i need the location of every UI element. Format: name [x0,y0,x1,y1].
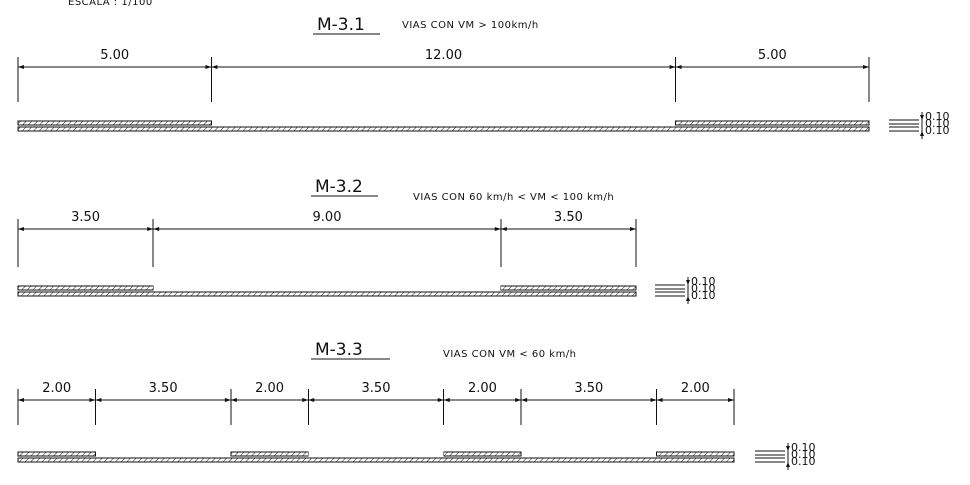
dimension-chain: 2.00 3.50 2.00 3.50 2.00 3.50 2.00 [17,381,735,425]
arrowhead [89,398,96,402]
dimension-value: 5.00 [758,48,787,63]
thickness-label: 0.10 [691,275,716,288]
thickness-label: 0.10 [925,117,950,130]
lane-marking-bar [17,451,96,457]
thickness-label: 0.10 [691,282,716,295]
dimension-value: 2.00 [468,381,497,396]
dimension-value: 3.50 [149,381,178,396]
arrowhead [147,227,154,231]
lane-marking-bar [500,285,637,291]
continuous-marking-bar [17,126,870,132]
thickness-label: 0.10 [791,441,816,454]
section-description: VIAS CON VM > 100km/h [402,20,539,31]
dimension-value: 3.50 [574,381,603,396]
scale-label: ESCALA : 1/100 [68,0,153,8]
lane-marking-bar [443,451,522,457]
lane-marking-bar [17,120,212,126]
arrowhead [443,398,450,402]
arrowhead [18,65,24,69]
dimension-value: 3.50 [71,210,100,225]
arrowhead [675,65,682,69]
dimension-value: 3.50 [362,381,391,396]
lane-marking-bar [17,285,154,291]
section-description: VIAS CON 60 km/h < VM < 100 km/h [413,192,614,203]
thickness-label: 0.10 [791,455,816,468]
lane-marking-bar [230,451,309,457]
arrowhead [920,131,924,136]
section-title: M-3.3 [315,340,363,360]
lane-marking-bar [675,120,870,126]
arrowhead [18,227,24,231]
arrowhead [500,227,507,231]
thickness-label: 0.10 [691,289,716,302]
section-m32: M-3.2 VIAS CON 60 km/h < VM < 100 km/h 3… [17,177,716,304]
arrowhead [308,398,315,402]
arrowhead [686,296,690,301]
section-m31: M-3.1 VIAS CON VM > 100km/h 5.00 12.00 5.0… [17,15,950,139]
arrowhead [920,115,924,120]
arrowhead [95,398,102,402]
arrowhead [650,398,657,402]
dimension-value: 5.00 [100,48,129,63]
marking-bars [17,285,637,297]
arrowhead [437,398,444,402]
arrowhead [630,227,636,231]
arrowhead [686,280,690,285]
arrowhead [863,65,869,69]
section-title: M-3.1 [317,15,365,35]
dimension-value: 9.00 [313,210,342,225]
section-m33: M-3.3 VIAS CON VM < 60 km/h 2.00 3.50 2.00… [17,340,816,470]
arrowhead [211,65,218,69]
thickness-label: 0.10 [791,448,816,461]
dimension-chain: 3.50 9.00 3.50 [17,210,637,267]
arrowhead [224,398,231,402]
section-description: VIAS CON VM < 60 km/h [443,349,577,360]
thickness-label: 0.10 [925,124,950,137]
dimension-chain: 5.00 12.00 5.00 [17,48,870,102]
dimension-value: 12.00 [425,48,462,63]
thickness-callout: 0.10 0.10 0.10 [655,275,716,304]
arrowhead [728,398,734,402]
dimension-value: 2.00 [255,381,284,396]
arrowhead [302,398,309,402]
arrowhead [656,398,663,402]
arrowhead [230,398,237,402]
arrowhead [669,65,676,69]
continuous-marking-bar [17,291,637,297]
marking-bars [17,451,735,463]
marking-bars [17,120,870,132]
arrowhead [786,446,790,451]
thickness-callout: 0.10 0.10 0.10 [889,110,950,139]
thickness-label: 0.10 [925,110,950,123]
lane-marking-bar [656,451,735,457]
dimension-value: 2.00 [42,381,71,396]
dimension-value: 2.00 [681,381,710,396]
arrowhead [494,227,501,231]
arrowhead [786,462,790,467]
section-title: M-3.2 [315,177,363,197]
continuous-marking-bar [17,457,735,463]
arrowhead [521,398,528,402]
arrowhead [205,65,212,69]
dimension-value: 3.50 [554,210,583,225]
arrowhead [18,398,24,402]
arrowhead [153,227,160,231]
arrowhead [515,398,522,402]
thickness-callout: 0.10 0.10 0.10 [755,441,816,470]
